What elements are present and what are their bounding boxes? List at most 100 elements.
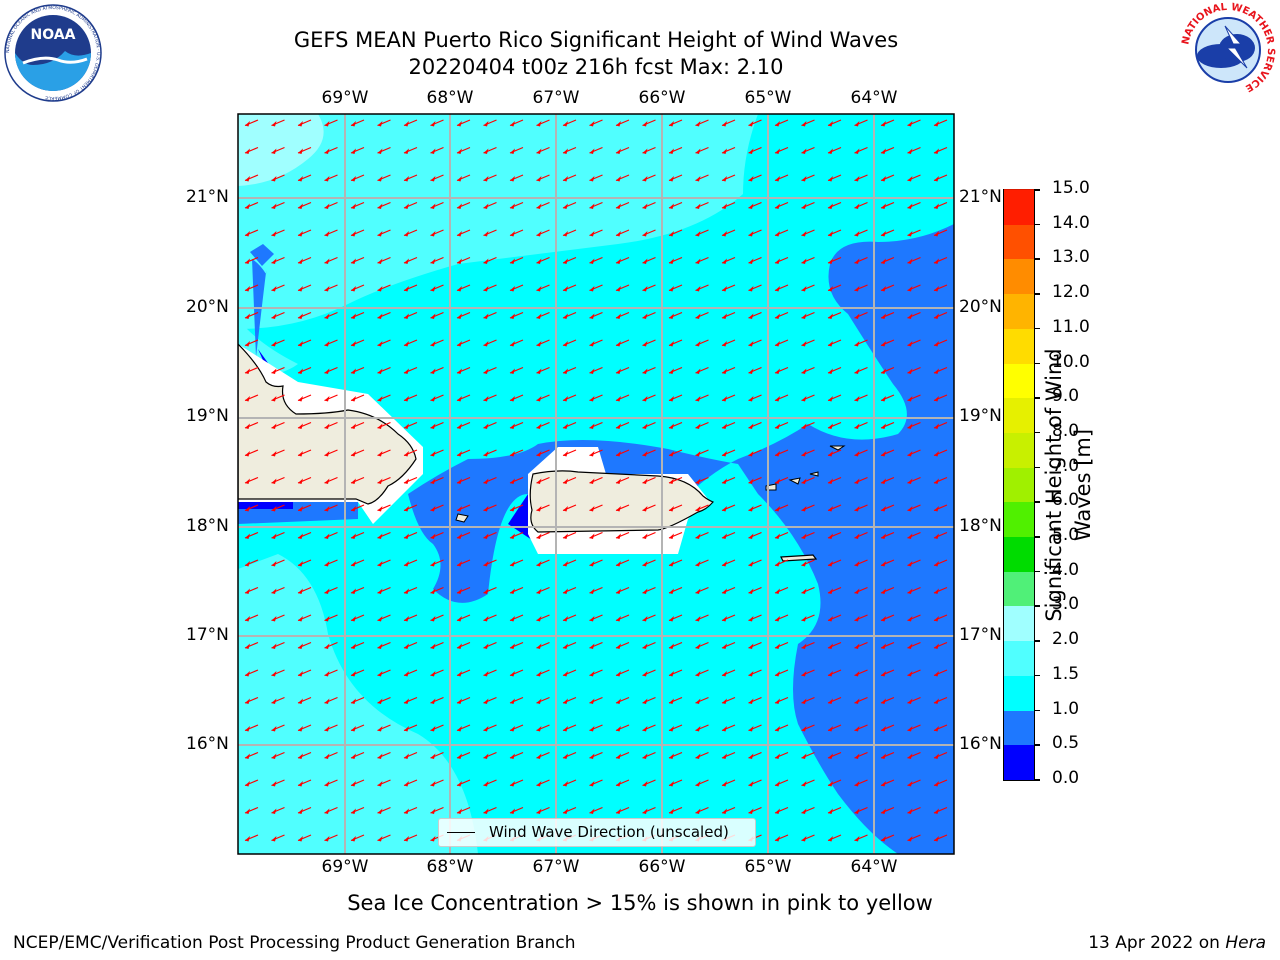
wave-arrow-head bbox=[457, 478, 462, 484]
wave-arrow-head bbox=[801, 836, 807, 842]
wave-arrow-head bbox=[934, 423, 939, 429]
wave-arrow-head bbox=[828, 176, 833, 182]
wave-arrow-head bbox=[854, 506, 860, 512]
wave-arrow-head bbox=[377, 698, 383, 704]
wave-arrow-head bbox=[642, 451, 648, 457]
wave-arrow-head bbox=[907, 478, 913, 484]
wave-arrow-head bbox=[828, 643, 833, 649]
wave-arrow-head bbox=[324, 148, 330, 154]
wave-arrow-head bbox=[616, 341, 621, 347]
wave-arrow-head bbox=[457, 258, 462, 264]
wave-arrow-head bbox=[642, 203, 648, 209]
wave-arrow-head bbox=[801, 506, 807, 512]
wave-arrow-head bbox=[351, 176, 356, 182]
wave-arrow-head bbox=[245, 121, 250, 127]
colorbar-tick-mark bbox=[1034, 327, 1040, 330]
wave-arrow-head bbox=[934, 231, 939, 237]
wave-arrow-head bbox=[483, 808, 489, 814]
wave-arrow-head bbox=[801, 121, 807, 127]
wave-arrow-head bbox=[828, 726, 833, 732]
colorbar-tick-label: 1.5 bbox=[1052, 663, 1080, 684]
wave-arrow-head bbox=[828, 561, 833, 567]
colorbar-tick-mark bbox=[1034, 431, 1040, 434]
colorbar-label-line1: Significant Height of Wind bbox=[1042, 348, 1066, 622]
wave-arrow-head bbox=[483, 588, 489, 594]
wave-arrow-head bbox=[642, 588, 648, 594]
lat-label-right-17n: 17°N bbox=[959, 625, 1002, 645]
wave-arrow-head bbox=[351, 643, 356, 649]
wave-arrow-head bbox=[377, 148, 383, 154]
wave-arrow-head bbox=[907, 258, 913, 264]
wave-arrow-head bbox=[881, 588, 886, 594]
wave-arrow-head bbox=[907, 588, 913, 594]
wave-arrow-head bbox=[907, 836, 913, 842]
wave-arrow-head bbox=[271, 341, 277, 347]
wave-arrow-head bbox=[457, 176, 462, 182]
wave-arrow-head bbox=[430, 533, 436, 539]
wave-arrow-head bbox=[934, 396, 939, 402]
wave-arrow-head bbox=[907, 203, 913, 209]
colorbar-tick-mark bbox=[1034, 189, 1040, 191]
wave-arrow-head bbox=[245, 396, 250, 402]
wave-arrow-head bbox=[616, 698, 621, 704]
wave-arrow-head bbox=[669, 313, 674, 319]
wave-arrow-head bbox=[801, 808, 807, 814]
wave-arrow-head bbox=[934, 121, 939, 127]
wave-arrow-head bbox=[748, 258, 754, 264]
map-frame bbox=[237, 113, 955, 855]
wave-arrow-head bbox=[563, 588, 568, 594]
colorbar-tick-mark bbox=[1034, 744, 1040, 746]
wave-arrow-head bbox=[801, 258, 807, 264]
wave-arrow-head bbox=[854, 313, 860, 319]
wave-arrow-head bbox=[828, 671, 833, 677]
wave-arrow-head bbox=[510, 671, 515, 677]
wave-arrow-head bbox=[854, 588, 860, 594]
wave-arrow-head bbox=[245, 808, 250, 814]
wave-arrow-head bbox=[934, 616, 939, 622]
wave-arrow-head bbox=[404, 423, 409, 429]
lon-label-top-69w: 69°W bbox=[321, 88, 369, 108]
wave-arrow-head bbox=[695, 726, 701, 732]
wave-arrow-head bbox=[324, 753, 330, 759]
wave-arrow-head bbox=[377, 726, 383, 732]
wave-arrow-head bbox=[854, 561, 860, 567]
wave-arrow-head bbox=[457, 561, 462, 567]
wave-arrow-head bbox=[483, 781, 489, 787]
wave-arrow-head bbox=[457, 451, 462, 457]
colorbar-tick-label: 4.0 bbox=[1052, 559, 1080, 580]
wave-arrow-head bbox=[828, 231, 833, 237]
wave-arrow-head bbox=[404, 341, 409, 347]
wave-arrow-head bbox=[589, 121, 595, 127]
colorbar-tick-mark bbox=[1034, 640, 1040, 642]
wave-arrow-head bbox=[775, 781, 780, 787]
wave-arrow-head bbox=[271, 616, 277, 622]
wave-arrow-head bbox=[616, 533, 621, 539]
lat-label-right-18n: 18°N bbox=[959, 516, 1002, 536]
wave-arrow-head bbox=[563, 671, 568, 677]
wave-band-2-3 bbox=[238, 114, 324, 186]
wave-arrow-head bbox=[510, 616, 515, 622]
wave-arrow-head bbox=[324, 313, 330, 319]
wave-arrow-head bbox=[404, 781, 409, 787]
wave-arrow-head bbox=[430, 726, 436, 732]
wave-arrow-head bbox=[801, 203, 807, 209]
wave-arrow-head bbox=[695, 753, 701, 759]
colorbar-band bbox=[1004, 223, 1034, 260]
wave-arrow-head bbox=[616, 451, 621, 457]
wave-arrow-head bbox=[245, 368, 250, 374]
chart-title-line1: GEFS MEAN Puerto Rico Significant Height… bbox=[293, 28, 899, 52]
wave-arrow-head bbox=[934, 368, 939, 374]
wave-arrow-head bbox=[775, 643, 780, 649]
wave-arrow-head bbox=[722, 368, 727, 374]
wave-arrow-head bbox=[669, 286, 674, 292]
wave-arrow-head bbox=[775, 726, 780, 732]
wave-arrow-head bbox=[483, 368, 489, 374]
wave-arrow-head bbox=[377, 616, 383, 622]
wave-arrow-head bbox=[483, 313, 489, 319]
wave-arrow-head bbox=[775, 286, 780, 292]
wave-arrow-head bbox=[722, 726, 727, 732]
wave-arrow-head bbox=[457, 533, 462, 539]
wave-arrow-head bbox=[457, 121, 462, 127]
colorbar-band bbox=[1004, 674, 1034, 711]
wave-arrow-head bbox=[536, 368, 542, 374]
